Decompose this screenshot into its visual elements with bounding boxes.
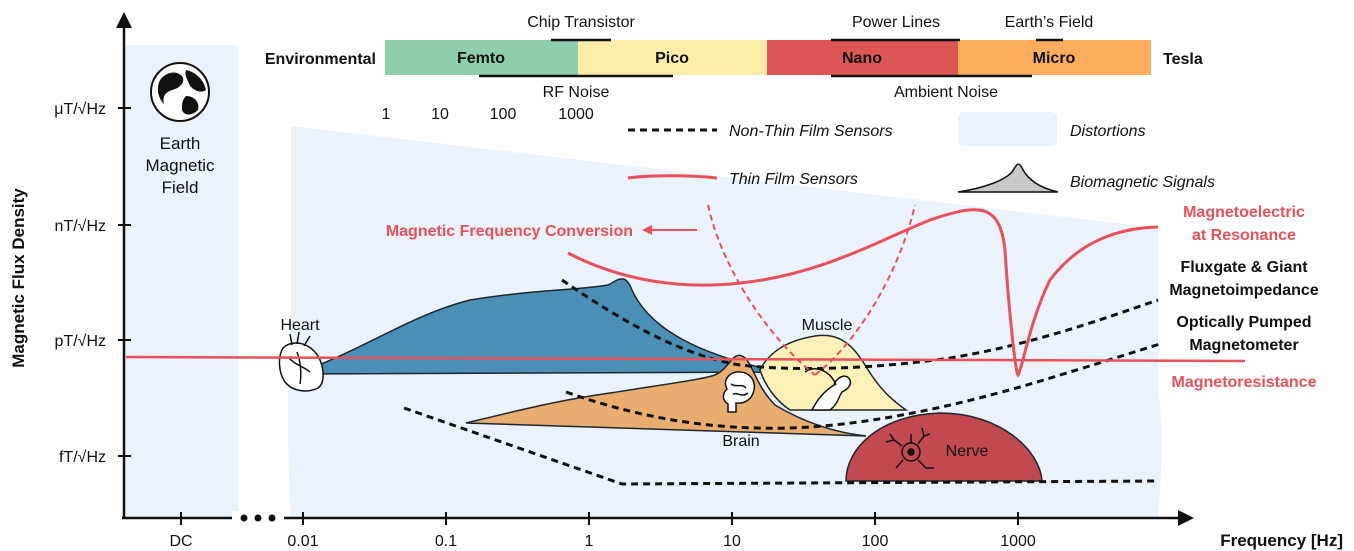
scale-100: 100 bbox=[490, 106, 517, 123]
x-axis-arrow bbox=[1178, 510, 1194, 526]
power-lines-label: Power Lines bbox=[852, 14, 940, 31]
sensor-floor-curve bbox=[403, 406, 1159, 486]
magnetoelectric-resonance-curve bbox=[567, 208, 1159, 378]
y-axis-title: Magnetic Flux Density bbox=[9, 188, 28, 368]
axis-break-dots bbox=[240, 514, 276, 522]
legend-distortions-swatch bbox=[958, 112, 1057, 146]
earth-field-region bbox=[123, 45, 238, 517]
mfc-curve-left bbox=[707, 204, 816, 376]
earth-field-label-2: Magnetic bbox=[146, 156, 215, 175]
earth-field-label-1: Earth bbox=[160, 134, 201, 153]
x-tick-label-100: 100 bbox=[862, 533, 889, 550]
bar-label-pico: Pico bbox=[655, 50, 689, 67]
y-axis-arrow bbox=[116, 12, 132, 28]
earths-field-label: Earth’s Field bbox=[1005, 14, 1094, 31]
neuron-icon bbox=[885, 427, 934, 469]
bar-segment-femto bbox=[385, 40, 578, 75]
x-tick-label-0.1: 0.1 bbox=[435, 533, 457, 550]
y-tick-label-micro: μT/√Hz bbox=[54, 101, 106, 118]
tesla-label: Tesla bbox=[1163, 51, 1203, 68]
magnetoelectric-label-1: Magnetoelectric bbox=[1183, 204, 1305, 221]
chip-transistor-label: Chip Transistor bbox=[527, 14, 635, 31]
muscle-signal bbox=[759, 334, 909, 411]
y-tick-label-pico: pT/√Hz bbox=[55, 333, 106, 350]
legend-biomagnetic-swatch bbox=[957, 163, 1059, 193]
bar-segment-nano bbox=[767, 40, 958, 75]
heart-signal bbox=[296, 278, 781, 375]
legend-thin-swatch bbox=[627, 174, 718, 180]
mfc-label: Magnetic Frequency Conversion bbox=[386, 223, 633, 240]
brain-signal bbox=[465, 354, 867, 437]
x-ticks bbox=[180, 512, 1019, 525]
ambient-noise-label: Ambient Noise bbox=[894, 84, 998, 101]
x-axis-title: Frequency [Hz] bbox=[1220, 531, 1343, 550]
bar-segment-pico bbox=[578, 40, 767, 75]
magnetoresistance-label: Magnetoresistance bbox=[1172, 374, 1317, 391]
environmental-label: Environmental bbox=[265, 51, 376, 68]
bar-segment-micro bbox=[958, 40, 1151, 75]
nerve-signal bbox=[845, 412, 1043, 482]
fluxgate-gmi-curve bbox=[561, 278, 1159, 371]
arm-muscle-icon bbox=[804, 368, 852, 411]
scale-10: 10 bbox=[431, 106, 449, 123]
x-tick-label-dc: DC bbox=[169, 533, 192, 550]
earth-field-label-3: Field bbox=[162, 178, 199, 197]
rf-noise-label: RF Noise bbox=[543, 84, 610, 101]
x-tick-label-10: 10 bbox=[723, 533, 741, 550]
fluxgate-label-2: Magnetoimpedance bbox=[1169, 282, 1318, 299]
brain-icon bbox=[722, 371, 756, 413]
muscle-label: Muscle bbox=[802, 317, 853, 334]
legend-biomagnetic-label: Biomagnetic Signals bbox=[1070, 174, 1215, 191]
range-brackets bbox=[479, 38, 1063, 78]
magnetoelectric-label-2: at Resonance bbox=[1192, 227, 1296, 244]
x-tick-label-0.01: 0.01 bbox=[287, 533, 318, 550]
y-ticks bbox=[118, 107, 131, 457]
y-tick-label-femto: fT/√Hz bbox=[59, 449, 106, 466]
globe-icon bbox=[150, 62, 210, 122]
brain-label: Brain bbox=[722, 433, 759, 450]
opm-label-1: Optically Pumped bbox=[1176, 314, 1311, 331]
y-tick-label-nano: nT/√Hz bbox=[55, 218, 106, 235]
nerve-label: Nerve bbox=[946, 443, 989, 460]
heart-icon bbox=[278, 331, 324, 392]
magnetoresistance-line bbox=[125, 355, 1246, 363]
scale-1: 1 bbox=[382, 106, 391, 123]
bar-label-femto: Femto bbox=[457, 50, 505, 67]
legend-thin-label: Thin Film Sensors bbox=[729, 171, 858, 188]
mfc-arrow-head bbox=[642, 225, 652, 235]
optically-pumped-curve bbox=[565, 342, 1161, 430]
fluxgate-label-1: Fluxgate & Giant bbox=[1180, 259, 1308, 276]
bar-label-nano: Nano bbox=[842, 50, 882, 67]
x-tick-label-1000: 1000 bbox=[1000, 533, 1036, 550]
heart-label: Heart bbox=[280, 317, 320, 334]
bar-label-micro: Micro bbox=[1033, 50, 1076, 67]
legend-distortions-label: Distortions bbox=[1070, 123, 1146, 140]
mfc-curve-right bbox=[814, 204, 916, 376]
x-tick-label-1: 1 bbox=[585, 533, 594, 550]
legend-non-thin-label: Non-Thin Film Sensors bbox=[729, 123, 893, 140]
scale-1000: 1000 bbox=[558, 106, 594, 123]
opm-label-2: Magnetometer bbox=[1189, 337, 1298, 354]
